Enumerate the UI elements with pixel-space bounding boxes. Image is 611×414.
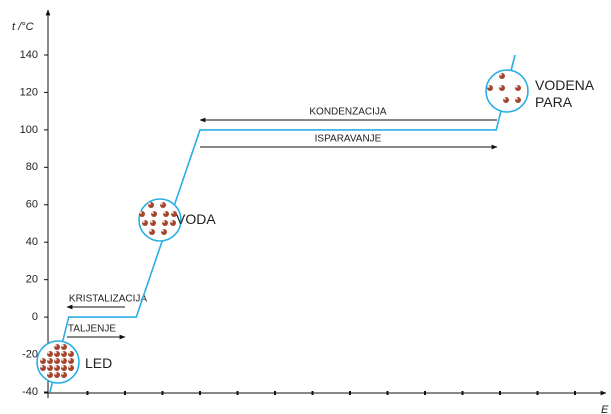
y-tick-label: 120 — [20, 86, 38, 98]
y-tick-label: -20 — [22, 348, 38, 360]
state-label: VODENA PARA — [535, 77, 594, 110]
particle-h — [162, 220, 165, 223]
particle-h — [68, 351, 71, 354]
particle-h — [160, 202, 163, 205]
transition-label: KONDENZACIJA — [309, 107, 387, 118]
y-axis-label: t /°C — [12, 21, 34, 33]
y-tick-label: 80 — [26, 161, 38, 173]
particle-h — [515, 97, 518, 100]
particle-h — [61, 372, 64, 375]
particle-h — [54, 365, 57, 368]
particle-h — [47, 351, 50, 354]
particle-h — [40, 365, 43, 368]
particle-h — [515, 85, 518, 88]
particle-h — [170, 220, 173, 223]
particle-h — [68, 358, 71, 361]
state-circle — [138, 198, 182, 242]
particle-h — [47, 372, 50, 375]
particle-h — [54, 351, 57, 354]
particle-h — [171, 211, 174, 214]
particle-h — [503, 97, 506, 100]
particle-h — [151, 211, 154, 214]
y-tick-label: 60 — [26, 199, 38, 211]
particle-h — [40, 358, 43, 361]
particle-h — [139, 211, 142, 214]
particle-h — [142, 220, 145, 223]
particle-h — [68, 365, 71, 368]
particle-h — [54, 344, 57, 347]
y-tick-label: 0 — [32, 311, 38, 323]
state-label: VODA — [176, 211, 216, 227]
particle-h — [47, 358, 50, 361]
particle-h — [150, 220, 153, 223]
particle-h — [499, 85, 502, 88]
transition-label: ISPARAVANJE — [315, 134, 382, 145]
transition-label: KRISTALIZACIJA — [69, 294, 147, 305]
particle-h — [499, 73, 502, 76]
particle-h — [163, 211, 166, 214]
y-tick-label: 40 — [26, 236, 38, 248]
y-tick-label: 20 — [26, 274, 38, 286]
y-tick-label: -40 — [22, 386, 38, 398]
x-axis-label: E — [601, 404, 609, 414]
state-circle — [485, 69, 529, 113]
state-label: LED — [85, 355, 113, 371]
particle-h — [61, 351, 64, 354]
particle-h — [61, 344, 64, 347]
particle-h — [61, 358, 64, 361]
y-tick-label: 140 — [20, 49, 38, 61]
heating-curve — [49, 54, 516, 393]
particle-h — [61, 365, 64, 368]
particle-h — [161, 229, 164, 232]
particle-h — [54, 372, 57, 375]
particle-h — [54, 358, 57, 361]
particle-h — [148, 202, 151, 205]
transition-label: TALJENJE — [68, 324, 116, 335]
y-tick-label: 100 — [20, 124, 38, 136]
particle-h — [487, 85, 490, 88]
particle-h — [47, 365, 50, 368]
particle-h — [149, 229, 152, 232]
